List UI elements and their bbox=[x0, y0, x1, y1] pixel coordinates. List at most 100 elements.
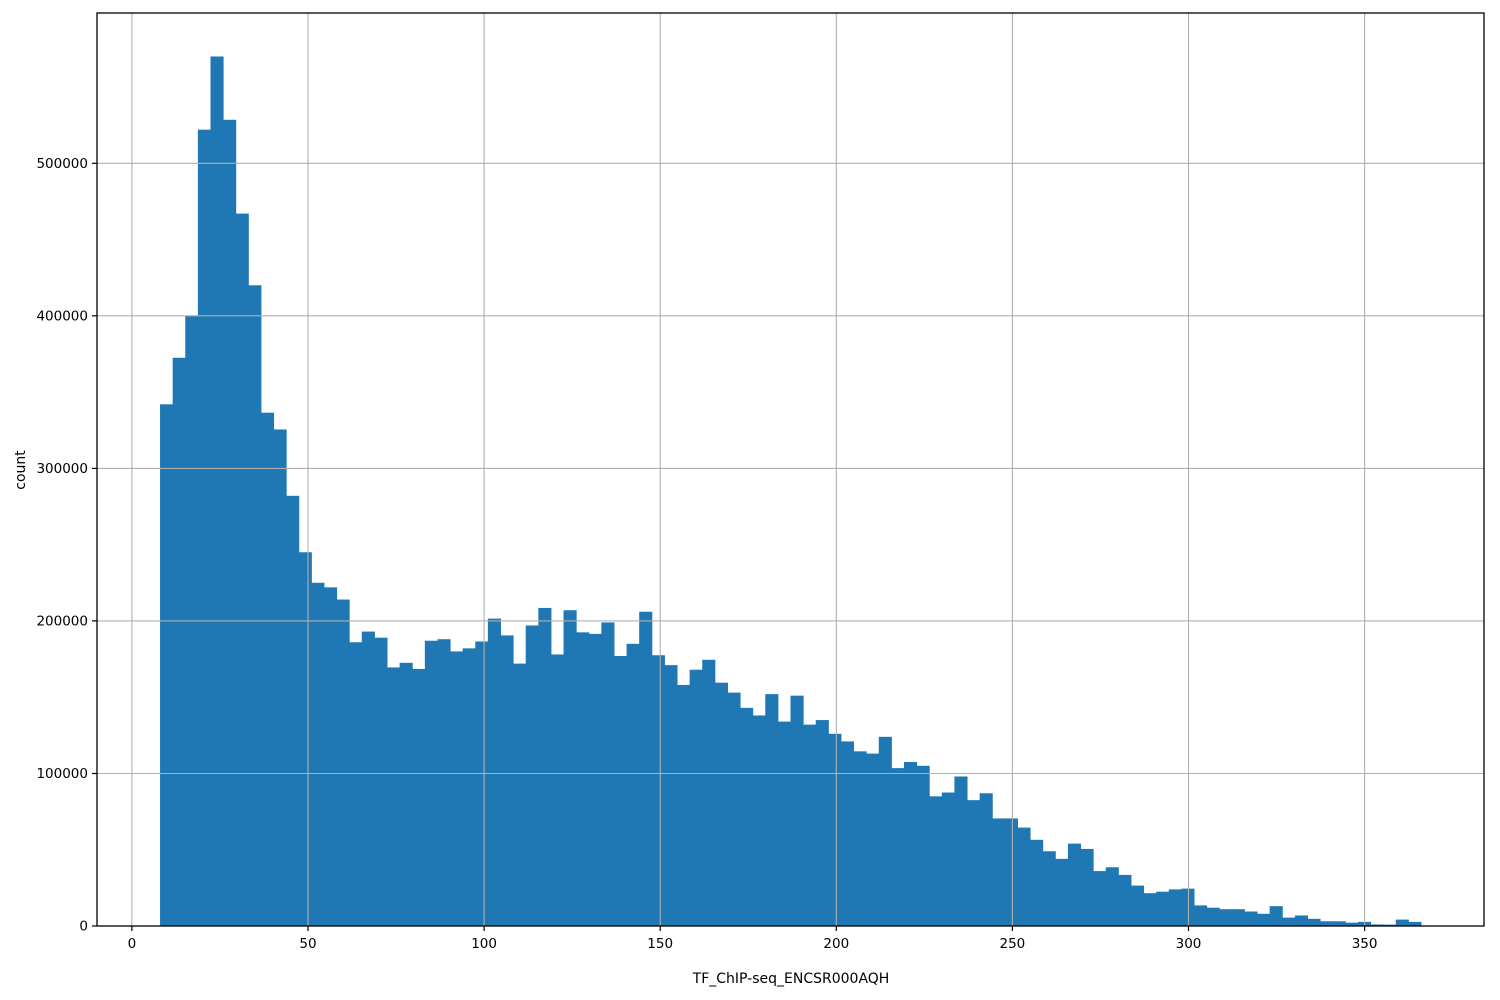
histogram-bar bbox=[273, 429, 287, 926]
histogram-bar bbox=[967, 800, 981, 926]
histogram-bar bbox=[651, 655, 665, 926]
histogram-bar bbox=[487, 618, 501, 926]
histogram-bar bbox=[1332, 921, 1346, 926]
histogram-bar bbox=[1370, 924, 1384, 926]
histogram-bar bbox=[1143, 893, 1157, 926]
x-tick-label: 250 bbox=[1000, 936, 1026, 952]
histogram-bar bbox=[1105, 867, 1119, 926]
histogram-bar bbox=[979, 793, 993, 926]
histogram-bar bbox=[525, 625, 539, 926]
histogram-bar bbox=[500, 635, 514, 926]
y-tick-label: 400000 bbox=[36, 308, 88, 324]
histogram-bar bbox=[1257, 913, 1271, 926]
histogram-bar bbox=[349, 642, 363, 926]
histogram-bar bbox=[765, 694, 779, 926]
histogram-bar bbox=[702, 659, 716, 926]
histogram-bar bbox=[1017, 827, 1031, 926]
histogram-bar bbox=[323, 587, 338, 926]
histogram-bar bbox=[286, 495, 300, 926]
grid-layer bbox=[97, 13, 1484, 927]
histogram-bar bbox=[714, 682, 728, 926]
histogram-bar bbox=[1193, 905, 1208, 926]
histogram-bar bbox=[815, 720, 829, 926]
plot-frame bbox=[96, 12, 1485, 927]
histogram-bar bbox=[1168, 889, 1182, 926]
histogram-bar bbox=[992, 818, 1006, 926]
histogram-bar bbox=[828, 733, 842, 926]
histogram-bar bbox=[853, 751, 867, 926]
y-tick-label: 300000 bbox=[36, 461, 88, 477]
histogram-bar bbox=[1042, 851, 1056, 926]
y-tick-label: 500000 bbox=[36, 156, 88, 172]
histogram-bar bbox=[1030, 839, 1044, 926]
histogram-bar bbox=[689, 669, 703, 926]
histogram-bar bbox=[298, 552, 312, 926]
histogram-bar bbox=[399, 662, 413, 926]
histogram-bar bbox=[1067, 843, 1082, 926]
histogram-bar bbox=[311, 582, 325, 926]
histogram-bar bbox=[450, 651, 464, 926]
histogram-bar bbox=[248, 285, 262, 926]
histogram-bar bbox=[1408, 921, 1422, 926]
histogram-bar bbox=[916, 765, 930, 926]
histogram-bar bbox=[803, 724, 817, 926]
histogram-bar bbox=[639, 611, 653, 926]
histogram-bar bbox=[160, 404, 174, 926]
histogram-bar bbox=[777, 721, 791, 926]
histogram-bar bbox=[891, 768, 905, 926]
histogram-bar bbox=[197, 129, 211, 926]
y-tick-label: 200000 bbox=[36, 613, 88, 629]
histogram-bar bbox=[462, 648, 476, 926]
histogram-bar bbox=[1156, 891, 1170, 926]
histogram-bar bbox=[740, 707, 754, 926]
histogram-bar bbox=[424, 640, 438, 926]
histogram-bar bbox=[1345, 922, 1359, 926]
histogram-bar bbox=[790, 695, 804, 926]
histogram-bar bbox=[664, 665, 678, 926]
x-tick-label: 50 bbox=[299, 936, 316, 952]
histogram-bar bbox=[1055, 858, 1069, 926]
histogram-bar bbox=[1206, 907, 1220, 926]
histogram-bar bbox=[1282, 917, 1296, 926]
tick-labels-layer: 0 50 100 150 200 250 300 350 0 100000 200000 300000… bbox=[36, 156, 1377, 952]
histogram-bar bbox=[1004, 818, 1018, 926]
histogram-bar bbox=[954, 776, 968, 926]
histogram-bar bbox=[1080, 848, 1094, 926]
histogram-bar bbox=[475, 641, 489, 926]
histogram-bar bbox=[588, 633, 602, 926]
histogram-bar bbox=[601, 622, 615, 926]
histogram-bar bbox=[613, 655, 628, 926]
axes-layer bbox=[96, 12, 1485, 927]
histogram-bar bbox=[903, 762, 918, 926]
histogram-bar bbox=[1307, 918, 1321, 926]
histogram-bar bbox=[866, 753, 880, 926]
histogram-bar bbox=[563, 610, 577, 926]
histogram-bar bbox=[1181, 888, 1195, 926]
x-tick-label: 100 bbox=[471, 936, 497, 952]
histogram-bar bbox=[1231, 909, 1245, 926]
histogram-bar bbox=[677, 684, 691, 926]
x-tick-label: 350 bbox=[1352, 936, 1378, 952]
histogram-bar bbox=[929, 796, 943, 926]
histogram-bar bbox=[387, 667, 401, 926]
histogram-bar bbox=[1269, 906, 1283, 926]
histogram-bar bbox=[412, 668, 426, 926]
histogram-bar bbox=[1395, 919, 1409, 926]
histogram-bar bbox=[626, 643, 640, 926]
y-tick-label: 100000 bbox=[36, 766, 88, 782]
histogram-bar bbox=[752, 715, 766, 926]
histogram-bar bbox=[361, 631, 375, 926]
histogram-bar bbox=[1219, 909, 1233, 926]
histogram-bar bbox=[1244, 911, 1258, 926]
histogram-bar bbox=[336, 599, 350, 926]
y-axis-label: count bbox=[13, 450, 29, 490]
x-tick-label: 150 bbox=[647, 936, 673, 952]
histogram-bar bbox=[235, 213, 249, 927]
x-tick-label: 300 bbox=[1176, 936, 1202, 952]
y-tick-label: 0 bbox=[79, 919, 88, 935]
histogram-bar bbox=[550, 654, 565, 926]
bars-layer bbox=[160, 56, 1422, 927]
x-tick-label: 200 bbox=[823, 936, 849, 952]
